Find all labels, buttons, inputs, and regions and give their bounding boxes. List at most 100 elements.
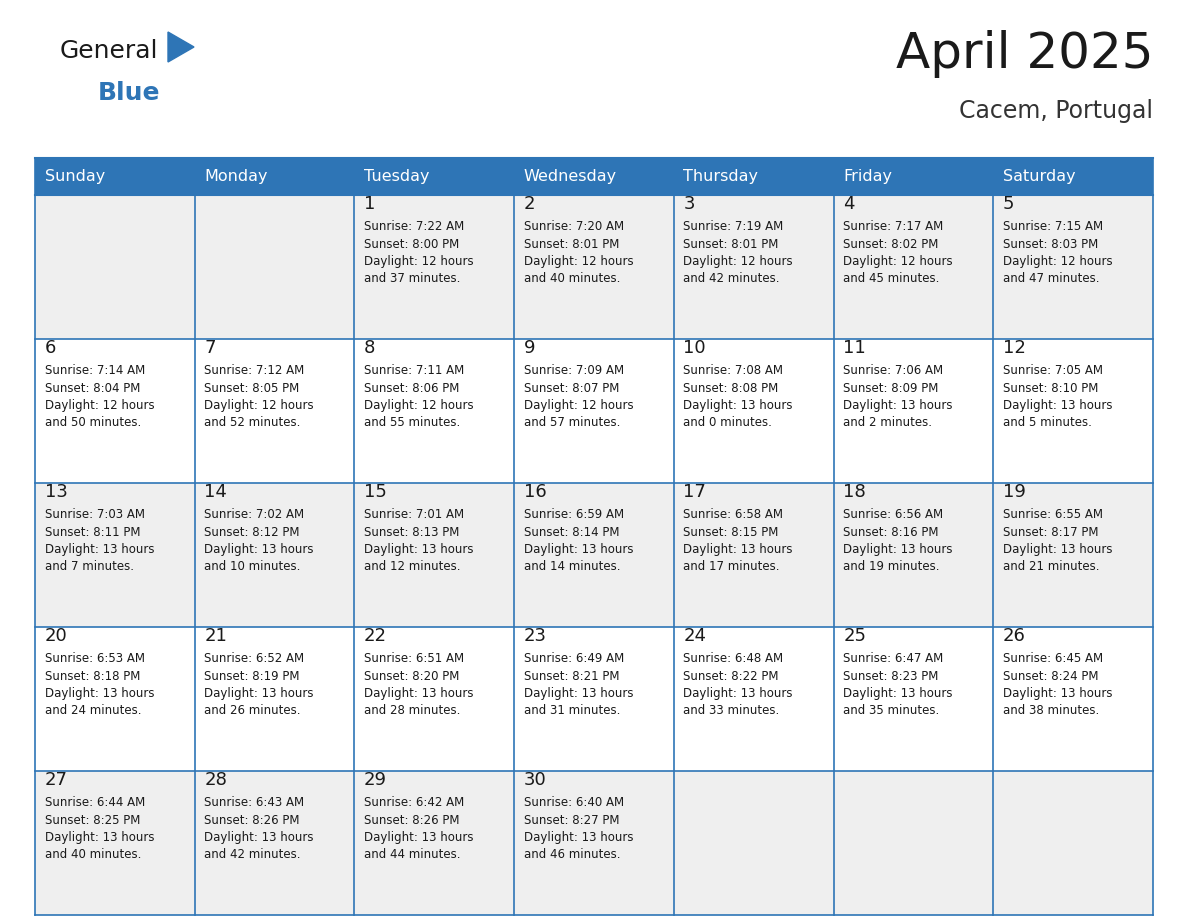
Text: Daylight: 13 hours: Daylight: 13 hours: [364, 687, 474, 700]
Bar: [993, 627, 1154, 771]
Text: Sunrise: 6:48 AM: Sunrise: 6:48 AM: [683, 652, 784, 665]
Text: 20: 20: [45, 627, 68, 645]
Bar: [514, 195, 674, 339]
Text: Sunrise: 6:55 AM: Sunrise: 6:55 AM: [1003, 508, 1102, 521]
Text: Daylight: 13 hours: Daylight: 13 hours: [524, 543, 633, 556]
Text: Sunrise: 6:44 AM: Sunrise: 6:44 AM: [45, 796, 145, 809]
Bar: [993, 195, 1154, 339]
Text: Thursday: Thursday: [683, 169, 758, 184]
Text: 14: 14: [204, 483, 227, 501]
Text: Sunset: 8:15 PM: Sunset: 8:15 PM: [683, 525, 779, 539]
Text: Sunset: 8:01 PM: Sunset: 8:01 PM: [524, 238, 619, 251]
Bar: [354, 627, 514, 771]
Text: Sunset: 8:14 PM: Sunset: 8:14 PM: [524, 525, 619, 539]
Bar: [354, 195, 514, 339]
Text: Sunset: 8:26 PM: Sunset: 8:26 PM: [364, 813, 460, 826]
Text: 18: 18: [843, 483, 866, 501]
Bar: [834, 771, 993, 915]
Text: Friday: Friday: [843, 169, 892, 184]
Text: and 38 minutes.: and 38 minutes.: [1003, 704, 1099, 718]
Text: and 55 minutes.: and 55 minutes.: [364, 417, 460, 430]
Text: Sunday: Sunday: [45, 169, 105, 184]
Bar: [993, 158, 1154, 195]
Text: Sunrise: 7:14 AM: Sunrise: 7:14 AM: [45, 364, 145, 377]
Text: 15: 15: [364, 483, 387, 501]
Text: Sunrise: 7:06 AM: Sunrise: 7:06 AM: [843, 364, 943, 377]
Text: Daylight: 13 hours: Daylight: 13 hours: [45, 687, 154, 700]
Text: and 14 minutes.: and 14 minutes.: [524, 561, 620, 574]
Text: Sunset: 8:27 PM: Sunset: 8:27 PM: [524, 813, 619, 826]
Bar: [834, 339, 993, 483]
Text: Sunset: 8:02 PM: Sunset: 8:02 PM: [843, 238, 939, 251]
Text: Sunrise: 7:01 AM: Sunrise: 7:01 AM: [364, 508, 465, 521]
Text: 6: 6: [45, 339, 56, 357]
Text: and 37 minutes.: and 37 minutes.: [364, 273, 461, 285]
Text: Daylight: 13 hours: Daylight: 13 hours: [204, 543, 314, 556]
Text: Daylight: 13 hours: Daylight: 13 hours: [364, 831, 474, 844]
Text: 26: 26: [1003, 627, 1025, 645]
Text: Daylight: 13 hours: Daylight: 13 hours: [1003, 543, 1112, 556]
Text: Sunrise: 7:09 AM: Sunrise: 7:09 AM: [524, 364, 624, 377]
Text: Sunrise: 7:08 AM: Sunrise: 7:08 AM: [683, 364, 783, 377]
Bar: [195, 627, 354, 771]
Text: Sunset: 8:20 PM: Sunset: 8:20 PM: [364, 669, 460, 682]
Text: Sunset: 8:09 PM: Sunset: 8:09 PM: [843, 382, 939, 395]
Text: Sunrise: 7:12 AM: Sunrise: 7:12 AM: [204, 364, 304, 377]
Bar: [834, 627, 993, 771]
Bar: [195, 771, 354, 915]
Text: Sunset: 8:24 PM: Sunset: 8:24 PM: [1003, 669, 1099, 682]
Text: Daylight: 13 hours: Daylight: 13 hours: [204, 831, 314, 844]
Text: and 28 minutes.: and 28 minutes.: [364, 704, 461, 718]
Text: and 42 minutes.: and 42 minutes.: [683, 273, 781, 285]
Text: Daylight: 12 hours: Daylight: 12 hours: [524, 399, 633, 412]
Bar: [514, 483, 674, 627]
Text: Sunrise: 6:42 AM: Sunrise: 6:42 AM: [364, 796, 465, 809]
Text: Sunrise: 6:40 AM: Sunrise: 6:40 AM: [524, 796, 624, 809]
Bar: [195, 158, 354, 195]
Text: and 2 minutes.: and 2 minutes.: [843, 417, 933, 430]
Text: and 42 minutes.: and 42 minutes.: [204, 848, 301, 861]
Text: 28: 28: [204, 771, 227, 789]
Text: Daylight: 12 hours: Daylight: 12 hours: [524, 255, 633, 268]
Text: Daylight: 12 hours: Daylight: 12 hours: [843, 255, 953, 268]
Text: Sunrise: 6:59 AM: Sunrise: 6:59 AM: [524, 508, 624, 521]
Text: 22: 22: [364, 627, 387, 645]
Text: Daylight: 13 hours: Daylight: 13 hours: [45, 543, 154, 556]
Text: Sunrise: 7:11 AM: Sunrise: 7:11 AM: [364, 364, 465, 377]
Text: General: General: [61, 39, 158, 63]
Text: and 21 minutes.: and 21 minutes.: [1003, 561, 1099, 574]
Text: Sunset: 8:23 PM: Sunset: 8:23 PM: [843, 669, 939, 682]
Text: Daylight: 13 hours: Daylight: 13 hours: [364, 543, 474, 556]
Text: and 50 minutes.: and 50 minutes.: [45, 417, 141, 430]
Text: and 10 minutes.: and 10 minutes.: [204, 561, 301, 574]
Text: Sunset: 8:00 PM: Sunset: 8:00 PM: [364, 238, 460, 251]
Text: 13: 13: [45, 483, 68, 501]
Text: and 19 minutes.: and 19 minutes.: [843, 561, 940, 574]
Text: Saturday: Saturday: [1003, 169, 1075, 184]
Text: Daylight: 12 hours: Daylight: 12 hours: [364, 399, 474, 412]
Text: Sunrise: 7:02 AM: Sunrise: 7:02 AM: [204, 508, 304, 521]
Bar: [514, 158, 674, 195]
Bar: [993, 771, 1154, 915]
Text: 9: 9: [524, 339, 536, 357]
Text: Sunset: 8:17 PM: Sunset: 8:17 PM: [1003, 525, 1099, 539]
Bar: [674, 627, 834, 771]
Bar: [834, 195, 993, 339]
Bar: [34, 195, 195, 339]
Text: Sunrise: 7:22 AM: Sunrise: 7:22 AM: [364, 220, 465, 233]
Text: 16: 16: [524, 483, 546, 501]
Text: Daylight: 13 hours: Daylight: 13 hours: [683, 399, 792, 412]
Text: Sunset: 8:25 PM: Sunset: 8:25 PM: [45, 813, 140, 826]
Text: Sunrise: 6:47 AM: Sunrise: 6:47 AM: [843, 652, 943, 665]
Text: Sunrise: 6:43 AM: Sunrise: 6:43 AM: [204, 796, 304, 809]
Text: Sunrise: 7:03 AM: Sunrise: 7:03 AM: [45, 508, 145, 521]
Text: 12: 12: [1003, 339, 1025, 357]
Bar: [674, 339, 834, 483]
Bar: [674, 195, 834, 339]
Text: Sunrise: 6:49 AM: Sunrise: 6:49 AM: [524, 652, 624, 665]
Text: Sunset: 8:07 PM: Sunset: 8:07 PM: [524, 382, 619, 395]
Text: Sunset: 8:03 PM: Sunset: 8:03 PM: [1003, 238, 1098, 251]
Text: Daylight: 13 hours: Daylight: 13 hours: [524, 687, 633, 700]
Text: and 46 minutes.: and 46 minutes.: [524, 848, 620, 861]
Text: 25: 25: [843, 627, 866, 645]
